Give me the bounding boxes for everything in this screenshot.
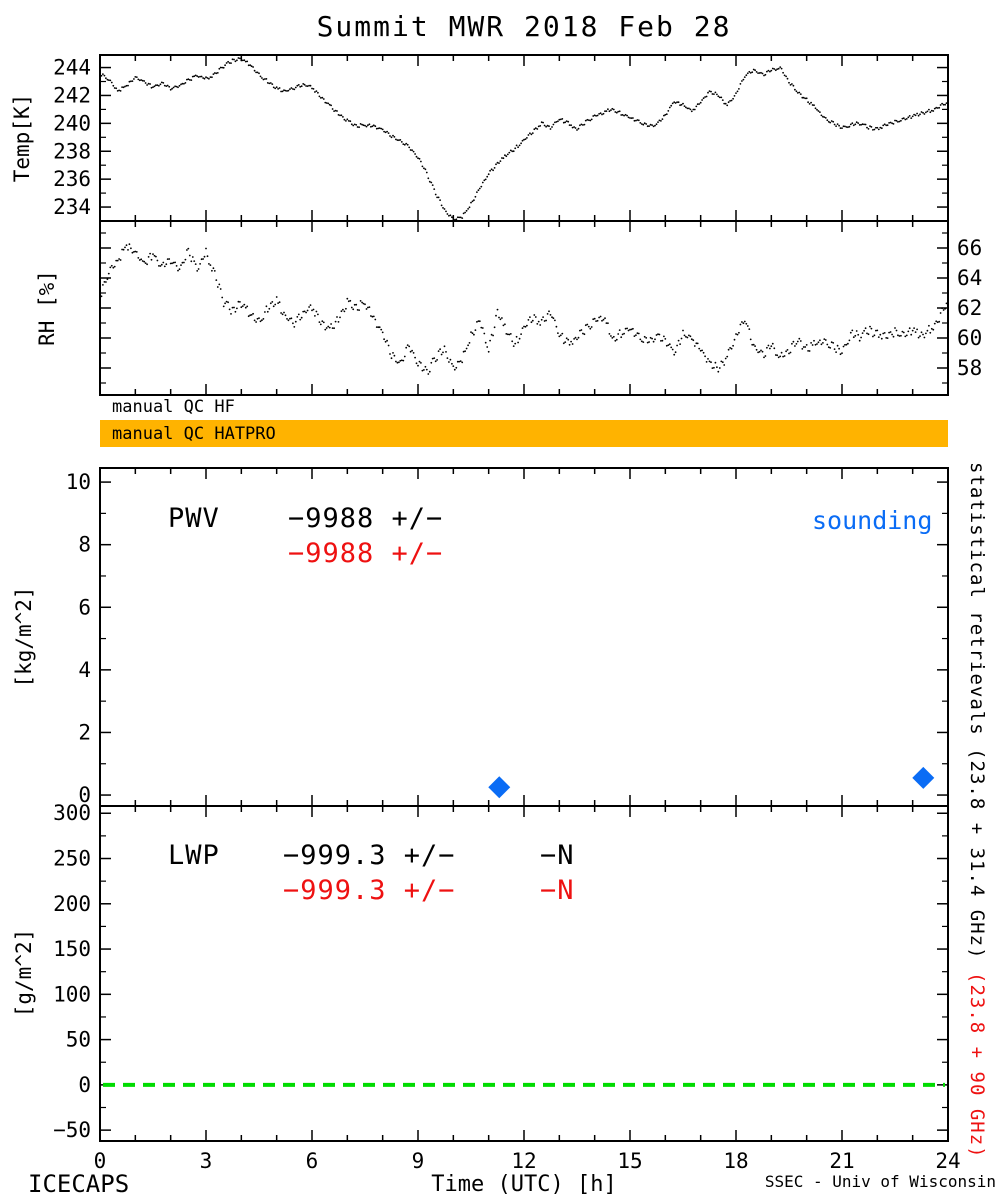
pwv-stat-black: −9988 +/− [288, 503, 444, 534]
lwp-axis-label: [g/m^2] [12, 928, 36, 1018]
right-caption-black: statistical retrievals (23.8 + 31.4 GHz) [966, 462, 988, 960]
sounding-marker [912, 766, 935, 789]
temperature-curve [100, 57, 948, 221]
sounding-legend: sounding [812, 506, 933, 535]
pwv-ytick-label: 8 [78, 533, 91, 557]
pwv-ytick-label: 0 [78, 783, 91, 807]
page-title: Summit MWR 2018 Feb 28 [316, 10, 732, 43]
footer-icecaps: ICECAPS [28, 1170, 130, 1198]
lwp-ytick-label: 0 [78, 1073, 91, 1097]
relative-humidity-ytick-label: 66 [957, 236, 982, 260]
qc-hf-label: manual QC HF [112, 397, 235, 417]
xtick-label: 9 [412, 1149, 425, 1173]
temperature-ytick-label: 238 [53, 139, 91, 163]
xtick-label: 15 [617, 1149, 642, 1173]
pwv-ytick-label: 4 [78, 658, 91, 682]
temperature-ytick-label: 244 [53, 56, 91, 80]
lwp-ytick-label: 50 [66, 1028, 91, 1052]
xtick-label: 0 [94, 1149, 107, 1173]
xtick-label: 24 [935, 1149, 960, 1173]
temperature-ytick-label: 234 [53, 195, 91, 219]
lwp-n-red: −N [540, 875, 575, 906]
xtick-label: 18 [723, 1149, 748, 1173]
xtick-label: 6 [306, 1149, 319, 1173]
relative-humidity-ytick-label: 60 [957, 326, 982, 350]
lwp-n-black: −N [540, 840, 575, 871]
sounding-marker [488, 776, 511, 799]
lwp-stat-red: −999.3 +/− [283, 875, 456, 906]
relative-humidity-panel: 58 60 62 64 66 [99, 220, 982, 396]
right-caption-red: (23.8 + 90 GHz) [966, 959, 988, 1159]
relative-humidity-frame [99, 220, 949, 396]
relative-humidity-ytick-label: 64 [957, 266, 982, 290]
pwv-ytick-label: 2 [78, 720, 91, 744]
right-margin-caption: statistical retrievals (23.8 + 31.4 GHz)… [966, 462, 988, 1159]
xtick-label: 12 [511, 1149, 536, 1173]
lwp-ytick-label: 200 [53, 892, 91, 916]
temperature-ytick-label: 242 [53, 83, 91, 107]
relative-humidity-ytick-label: 62 [957, 296, 982, 320]
pwv-ytick-label: 10 [66, 470, 91, 494]
lwp-ytick-label: 100 [53, 982, 91, 1006]
pwv-stat-red: −9988 +/− [288, 538, 444, 569]
pwv-label: PWV [168, 503, 220, 534]
temperature-frame [99, 54, 949, 222]
temp-axis-label: Temp[K] [10, 93, 34, 183]
qc-hatpro-label: manual QC HATPRO [112, 423, 276, 444]
rh-axis-label: RH [%] [35, 270, 59, 346]
lwp-ytick-label: 250 [53, 847, 91, 871]
lwp-label: LWP [168, 840, 220, 871]
lwp-frame [99, 805, 949, 1142]
lwp-ytick-label: 150 [53, 937, 91, 961]
relative-humidity-curve [100, 243, 948, 375]
lwp-ytick-label: 300 [53, 801, 91, 825]
lwp-stat-black: −999.3 +/− [283, 840, 456, 871]
temperature-ytick-label: 236 [53, 167, 91, 191]
xtick-label: 3 [200, 1149, 213, 1173]
pwv-axis-label: [kg/m^2] [12, 586, 36, 688]
temperature-panel: 234 236 238 240 242 244 [53, 54, 949, 222]
footer-ssec: SSEC - Univ of Wisconsin [764, 1172, 996, 1191]
x-axis-title: Time (UTC) [h] [431, 1172, 617, 1197]
temperature-ytick-label: 240 [53, 111, 91, 135]
xtick-label: 21 [829, 1149, 854, 1173]
lwp-ytick-label: −50 [53, 1118, 91, 1142]
pwv-ytick-label: 6 [78, 595, 91, 619]
qc-hatpro-bar: manual QC HATPRO [100, 420, 948, 447]
relative-humidity-ytick-label: 58 [957, 356, 982, 380]
